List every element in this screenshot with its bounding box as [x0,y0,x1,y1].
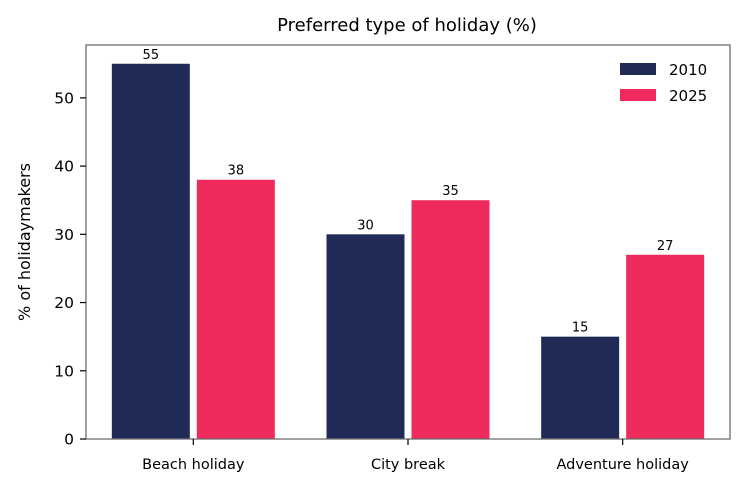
legend: 2010 2025 [620,61,707,105]
x-tick-label: City break [371,457,446,473]
y-tick-label: 20 [54,294,74,312]
bar-2010-1 [111,63,190,440]
bar-2010-2 [326,234,405,439]
bar-2025-1 [196,179,275,440]
legend-label-2025: 2025 [669,87,707,105]
legend-swatch-2025 [620,89,656,101]
data-label-2010-1: 55 [143,48,160,63]
bar-2025-3 [626,254,705,439]
data-label-2010-3: 15 [572,321,589,336]
data-label-2025-1: 38 [228,164,245,179]
y-tick-label: 10 [54,362,74,380]
x-tick-label: Beach holiday [142,457,245,473]
data-labels-layer: 55 38 30 35 15 27 [143,48,674,336]
x-tick-label: Adventure holiday [556,457,689,473]
legend-swatch-2010 [620,63,656,75]
data-label-2025-2: 35 [442,184,459,199]
y-tick-label: 40 [54,158,74,176]
bars-layer [111,63,705,440]
data-label-2010-2: 30 [357,218,374,233]
data-label-2025-3: 27 [657,239,674,254]
y-axis: 0 10 20 30 40 50 [54,89,86,449]
legend-label-2010: 2010 [669,61,707,79]
bar-2010-3 [541,336,620,439]
y-tick-label: 0 [64,431,74,449]
bar-2025-2 [411,200,490,439]
chart-title: Preferred type of holiday (%) [277,15,537,36]
y-axis-label: % of holidaymakers [15,163,34,321]
y-tick-label: 30 [54,226,74,244]
y-tick-label: 50 [54,89,74,107]
x-axis: Beach holiday City break Adventure holiday [142,439,689,473]
